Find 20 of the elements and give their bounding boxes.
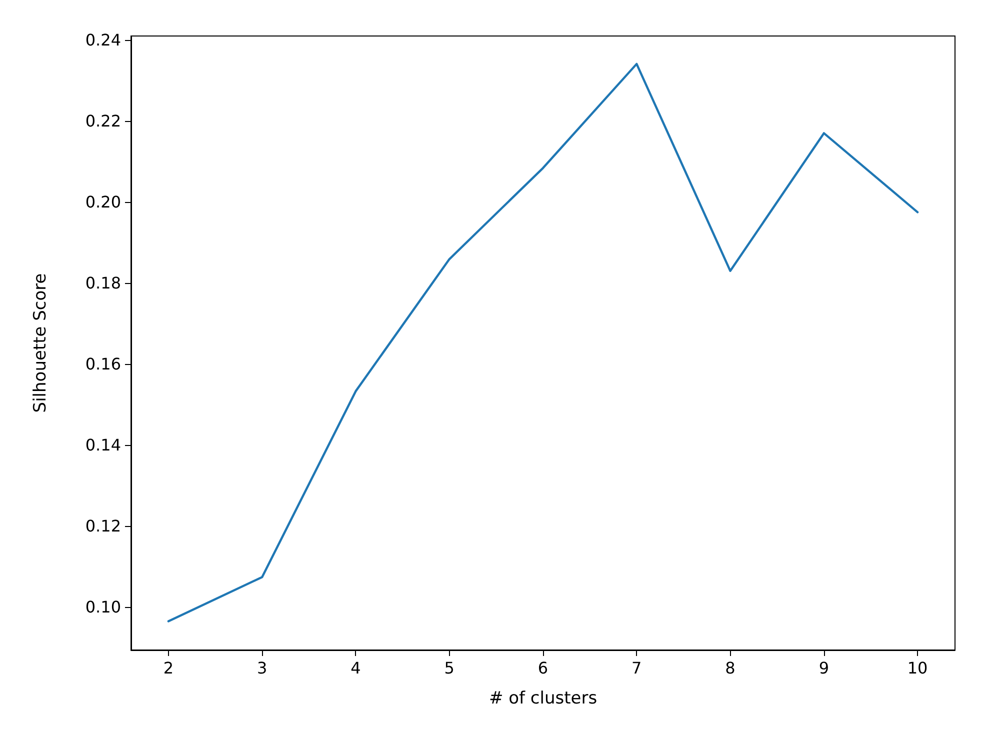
x-tick-label: 4 bbox=[350, 658, 361, 678]
x-axis-title: # of clusters bbox=[488, 688, 598, 708]
y-tick-label: 0.22 bbox=[85, 112, 121, 131]
line-series bbox=[167, 62, 919, 622]
x-tick-label: 6 bbox=[538, 658, 548, 678]
y-tick-label: 0.14 bbox=[85, 436, 121, 455]
x-tick-label: 9 bbox=[818, 658, 830, 678]
y-tick-label: 0.24 bbox=[85, 30, 121, 50]
x-tick-label: 8 bbox=[725, 658, 736, 678]
y-tick-label: 0.10 bbox=[85, 598, 121, 617]
y-tick-label: 0.18 bbox=[85, 274, 121, 293]
y-tick-label: 0.16 bbox=[85, 354, 121, 374]
y-tick-label: 0.20 bbox=[85, 192, 121, 212]
x-tick-label: 7 bbox=[632, 658, 642, 678]
y-tick-label: 0.12 bbox=[85, 516, 121, 536]
x-tick-label: 2 bbox=[163, 658, 174, 678]
x-tick-label: 5 bbox=[444, 658, 454, 678]
y-axis-title: Silhouette Score bbox=[30, 273, 50, 413]
x-tick-label: 3 bbox=[256, 658, 268, 678]
x-tick-label: 10 bbox=[907, 658, 928, 678]
